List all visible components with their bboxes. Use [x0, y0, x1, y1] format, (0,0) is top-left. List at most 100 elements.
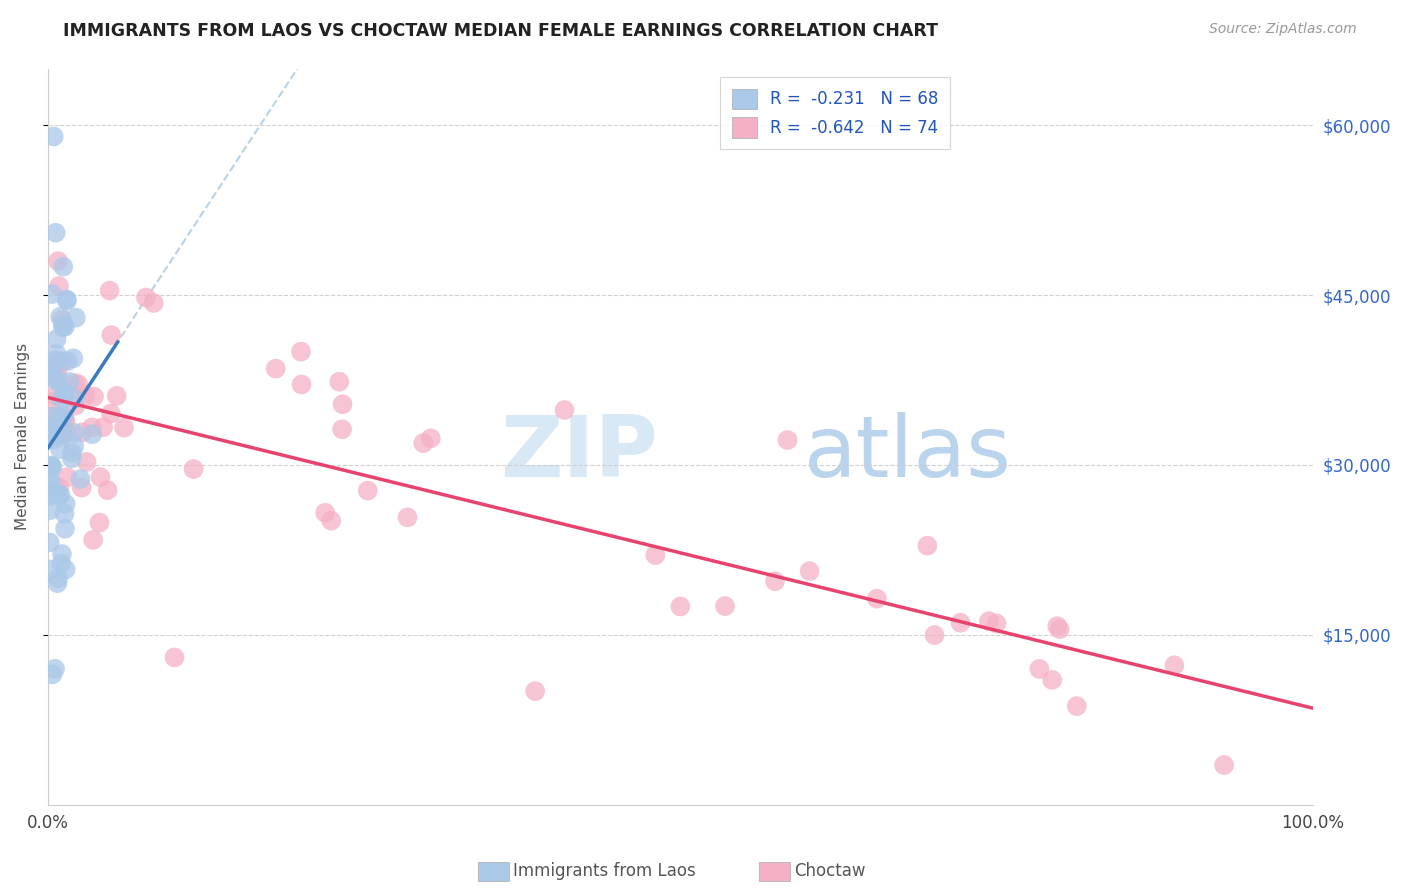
Point	[97, 483, 120, 498]
Point	[91, 420, 114, 434]
Point	[38, 420, 60, 434]
Point	[60, 445, 83, 459]
Point	[917, 539, 939, 553]
Point	[419, 431, 441, 445]
Point	[45, 346, 67, 360]
Point	[46, 370, 69, 384]
Point	[60, 451, 83, 466]
Point	[39, 489, 62, 503]
Point	[53, 389, 76, 403]
Point	[46, 360, 69, 375]
Point	[55, 562, 77, 576]
Point	[49, 488, 72, 502]
Point	[41, 459, 63, 474]
Point	[38, 362, 60, 376]
Point	[44, 485, 66, 500]
Point	[67, 377, 90, 392]
Point	[264, 361, 287, 376]
Point	[63, 392, 86, 406]
Point	[41, 409, 63, 424]
Point	[53, 415, 76, 429]
Point	[1213, 758, 1236, 772]
Point	[58, 375, 80, 389]
Point	[48, 413, 70, 427]
Point	[1046, 619, 1069, 633]
Point	[98, 284, 121, 298]
Point	[70, 425, 93, 440]
Point	[53, 413, 76, 427]
Text: Choctaw: Choctaw	[794, 863, 866, 880]
Point	[357, 483, 380, 498]
Point	[89, 516, 111, 530]
Point	[52, 354, 75, 368]
Point	[924, 628, 946, 642]
Point	[56, 354, 79, 368]
Text: atlas: atlas	[804, 412, 1012, 495]
Point	[52, 320, 75, 334]
Point	[554, 403, 576, 417]
Point	[39, 475, 62, 489]
Point	[1066, 699, 1088, 714]
Point	[70, 481, 93, 495]
Point	[46, 254, 69, 268]
Text: Source: ZipAtlas.com: Source: ZipAtlas.com	[1209, 22, 1357, 37]
Point	[46, 355, 69, 369]
Point	[48, 279, 70, 293]
Y-axis label: Median Female Earnings: Median Female Earnings	[15, 343, 30, 530]
Point	[949, 615, 972, 630]
Point	[41, 395, 63, 409]
Point	[89, 470, 111, 484]
Text: ZIP: ZIP	[501, 412, 658, 495]
Point	[46, 571, 69, 585]
Point	[412, 436, 434, 450]
Point	[63, 439, 86, 453]
Point	[763, 574, 786, 589]
Point	[39, 503, 62, 517]
Point	[41, 459, 63, 474]
Point	[55, 425, 77, 439]
Point	[669, 599, 692, 614]
Point	[45, 353, 67, 368]
Point	[45, 332, 67, 346]
Point	[82, 427, 104, 442]
Point	[39, 484, 62, 499]
Point	[524, 684, 547, 698]
Point	[51, 428, 73, 442]
Point	[330, 422, 353, 436]
Point	[163, 650, 186, 665]
Point	[49, 409, 72, 424]
Point	[112, 420, 135, 434]
Point	[1049, 622, 1071, 636]
Point	[46, 576, 69, 591]
Point	[49, 310, 72, 324]
Point	[1040, 673, 1063, 687]
Point	[82, 533, 104, 547]
Point	[39, 430, 62, 444]
Point	[53, 507, 76, 521]
Point	[52, 409, 75, 423]
Point	[53, 522, 76, 536]
Point	[65, 399, 87, 413]
Point	[62, 351, 84, 366]
Point	[977, 614, 1000, 628]
Point	[65, 310, 87, 325]
Legend: R =  -0.231   N = 68, R =  -0.642   N = 74: R = -0.231 N = 68, R = -0.642 N = 74	[720, 77, 950, 149]
Point	[986, 616, 1008, 631]
Point	[52, 427, 75, 442]
Point	[53, 319, 76, 334]
Point	[100, 407, 122, 421]
Point	[1163, 658, 1185, 673]
Point	[41, 667, 63, 681]
Point	[38, 361, 60, 376]
Point	[314, 506, 336, 520]
Point	[38, 460, 60, 475]
Point	[55, 497, 77, 511]
Point	[69, 472, 91, 486]
Point	[39, 562, 62, 576]
Point	[38, 535, 60, 549]
Point	[1028, 662, 1050, 676]
Point	[83, 390, 105, 404]
Point	[799, 564, 821, 578]
Point	[48, 487, 70, 501]
Point	[52, 317, 75, 331]
